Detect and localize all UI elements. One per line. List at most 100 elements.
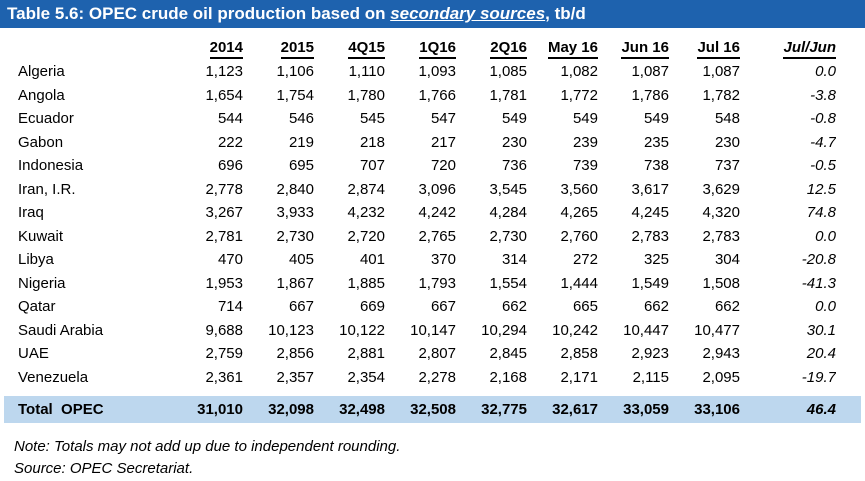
table-body: Algeria 1,123 1,106 1,110 1,093 1,085 1,082 1,0… bbox=[4, 60, 836, 389]
value-cell: 546 bbox=[288, 110, 314, 128]
jul-jun-cell: 0.0 bbox=[815, 227, 836, 245]
column-header-jul-jun: Jul/Jun bbox=[740, 36, 836, 60]
value-cell: 2,783 bbox=[631, 227, 669, 245]
table-row: Indonesia 696 695 707 720 736 739 738 737 -0.5 bbox=[4, 154, 836, 178]
table-title-suffix: , tb/d bbox=[545, 4, 586, 23]
jul-jun-cell: 12.5 bbox=[806, 180, 836, 198]
total-value-2014: 31,010 bbox=[197, 401, 243, 418]
total-value-1q16: 32,508 bbox=[410, 401, 456, 418]
value-cell: 1,885 bbox=[347, 274, 385, 292]
value-cell: 2,115 bbox=[632, 368, 669, 386]
value-cell: 2,730 bbox=[276, 227, 314, 245]
country-cell: UAE bbox=[18, 345, 49, 363]
value-cell: 737 bbox=[714, 157, 740, 175]
jul-jun-cell: -41.3 bbox=[801, 274, 836, 292]
value-cell: 1,087 bbox=[702, 63, 740, 81]
value-cell: 10,477 bbox=[694, 321, 740, 339]
value-cell: 2,168 bbox=[489, 368, 527, 386]
value-cell: 4,284 bbox=[489, 204, 527, 222]
value-cell: 230 bbox=[714, 133, 740, 151]
value-cell: 739 bbox=[572, 157, 598, 175]
value-cell: 707 bbox=[359, 157, 385, 175]
value-cell: 1,106 bbox=[276, 63, 314, 81]
value-cell: 325 bbox=[643, 251, 669, 269]
value-cell: 548 bbox=[714, 110, 740, 128]
column-header-jul16: Jul 16 bbox=[669, 36, 740, 60]
value-cell: 218 bbox=[359, 133, 385, 151]
country-cell: Ecuador bbox=[18, 110, 74, 128]
country-cell: Gabon bbox=[18, 133, 64, 151]
value-cell: 1,123 bbox=[205, 63, 243, 81]
value-cell: 2,845 bbox=[489, 345, 527, 363]
table-row: Kuwait 2,781 2,730 2,720 2,765 2,730 2,760 2,78… bbox=[4, 225, 836, 249]
value-cell: 549 bbox=[501, 110, 527, 128]
value-cell: 235 bbox=[643, 133, 669, 151]
value-cell: 714 bbox=[217, 298, 243, 316]
table-row: Ecuador 544 546 545 547 549 549 549 548 -0.8 bbox=[4, 107, 836, 131]
value-cell: 696 bbox=[217, 157, 243, 175]
value-cell: 10,122 bbox=[339, 321, 385, 339]
value-cell: 405 bbox=[288, 251, 314, 269]
total-value-2q16: 32,775 bbox=[481, 401, 527, 418]
value-cell: 1,781 bbox=[489, 86, 527, 104]
value-cell: 10,123 bbox=[268, 321, 314, 339]
table-title-bar: Table 5.6: OPEC crude oil production bas… bbox=[0, 0, 865, 28]
value-cell: 2,278 bbox=[418, 368, 456, 386]
value-cell: 1,082 bbox=[560, 63, 598, 81]
value-cell: 1,793 bbox=[418, 274, 456, 292]
value-cell: 2,759 bbox=[205, 345, 243, 363]
table-title-prefix: Table 5.6: OPEC crude oil production bas… bbox=[7, 4, 391, 23]
country-cell: Qatar bbox=[18, 298, 56, 316]
source-line: Source: OPEC Secretariat. bbox=[14, 460, 194, 477]
column-header-4q15: 4Q15 bbox=[314, 36, 385, 60]
country-cell: Iran, I.R. bbox=[18, 180, 76, 198]
value-cell: 720 bbox=[430, 157, 456, 175]
table-row: Qatar 714 667 669 667 662 665 662 662 0.0 bbox=[4, 295, 836, 319]
value-cell: 3,096 bbox=[418, 180, 456, 198]
value-cell: 1,754 bbox=[276, 86, 314, 104]
value-cell: 2,781 bbox=[205, 227, 243, 245]
value-cell: 1,554 bbox=[489, 274, 527, 292]
value-cell: 230 bbox=[501, 133, 527, 151]
value-cell: 2,874 bbox=[347, 180, 385, 198]
table-row: Libya 470 405 401 370 314 272 325 304 -20.8 bbox=[4, 248, 836, 272]
value-cell: 219 bbox=[288, 133, 314, 151]
value-cell: 1,087 bbox=[631, 63, 669, 81]
value-cell: 2,730 bbox=[489, 227, 527, 245]
value-cell: 10,447 bbox=[623, 321, 669, 339]
value-cell: 1,780 bbox=[347, 86, 385, 104]
value-cell: 662 bbox=[643, 298, 669, 316]
value-cell: 1,444 bbox=[560, 274, 598, 292]
value-cell: 1,953 bbox=[205, 274, 243, 292]
total-value-jun16: 33,059 bbox=[623, 401, 669, 418]
value-cell: 2,760 bbox=[560, 227, 598, 245]
value-cell: 2,095 bbox=[702, 368, 740, 386]
value-cell: 667 bbox=[430, 298, 456, 316]
value-cell: 4,245 bbox=[631, 204, 669, 222]
total-value-jul16: 33,106 bbox=[694, 401, 740, 418]
table-row: Nigeria 1,953 1,867 1,885 1,793 1,554 1,444 1,5… bbox=[4, 272, 836, 296]
note-line: Note: Totals may not add up due to indep… bbox=[14, 438, 401, 455]
value-cell: 2,765 bbox=[418, 227, 456, 245]
value-cell: 2,354 bbox=[347, 368, 385, 386]
value-cell: 2,858 bbox=[560, 345, 598, 363]
value-cell: 547 bbox=[430, 110, 456, 128]
value-cell: 4,232 bbox=[347, 204, 385, 222]
value-cell: 3,933 bbox=[276, 204, 314, 222]
value-cell: 2,856 bbox=[276, 345, 314, 363]
value-cell: 470 bbox=[217, 251, 243, 269]
country-cell: Nigeria bbox=[18, 274, 66, 292]
table-row: Gabon 222 219 218 217 230 239 235 230 -4.7 bbox=[4, 131, 836, 155]
table-row: Algeria 1,123 1,106 1,110 1,093 1,085 1,082 1,0… bbox=[4, 60, 836, 84]
value-cell: 2,807 bbox=[418, 345, 456, 363]
value-cell: 1,782 bbox=[702, 86, 740, 104]
jul-jun-cell: 30.1 bbox=[806, 321, 836, 339]
value-cell: 2,778 bbox=[205, 180, 243, 198]
column-header-may16: May 16 bbox=[527, 36, 598, 60]
column-header-2q16: 2Q16 bbox=[456, 36, 527, 60]
column-header-2015: 2015 bbox=[243, 36, 314, 60]
value-cell: 736 bbox=[501, 157, 527, 175]
table-row: Venezuela 2,361 2,357 2,354 2,278 2,168 2,171 2… bbox=[4, 366, 836, 390]
value-cell: 1,085 bbox=[489, 63, 527, 81]
table-row: Angola 1,654 1,754 1,780 1,766 1,781 1,772 1,78… bbox=[4, 84, 836, 108]
